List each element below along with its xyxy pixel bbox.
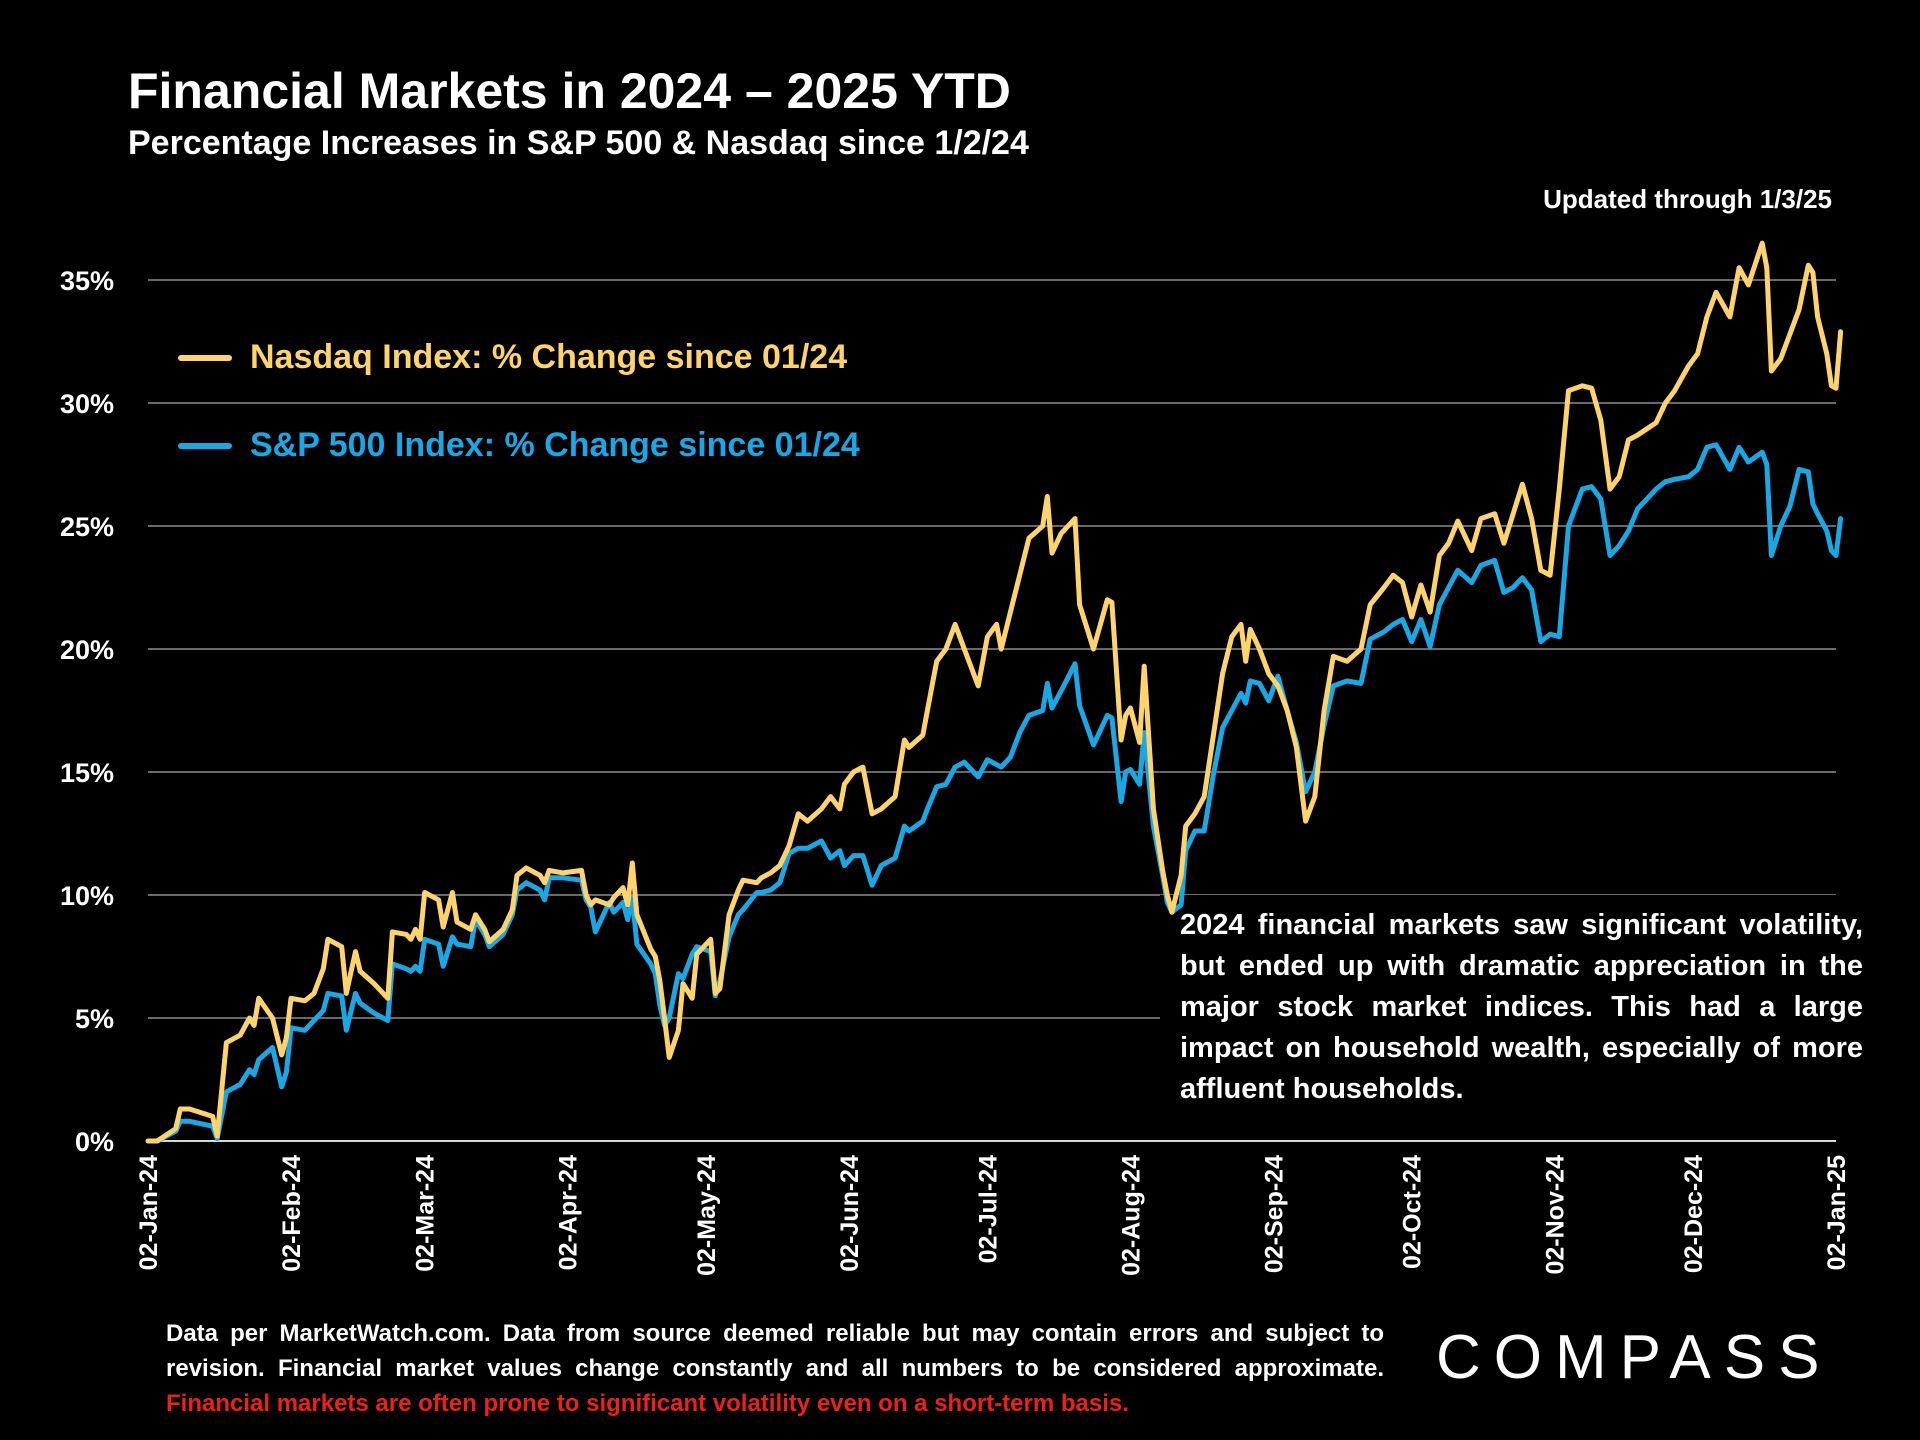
legend-swatch-nasdaq (178, 354, 232, 361)
x-tick-label: 02-Jan-24 (135, 1155, 163, 1270)
legend-item-sp500: S&P 500 Index: % Change since 01/24 (178, 426, 860, 465)
footnote-warning: Financial markets are often prone to sig… (166, 1390, 1129, 1417)
y-tick-label: 5% (75, 1004, 114, 1034)
chart-title: Financial Markets in 2024 – 2025 YTD (128, 63, 1011, 119)
x-tick-label: 02-Oct-24 (1399, 1155, 1427, 1269)
legend-item-nasdaq: Nasdaq Index: % Change since 01/24 (178, 338, 847, 377)
y-tick-label: 25% (60, 512, 114, 542)
x-tick-label: 02-Sep-24 (1260, 1155, 1288, 1273)
y-tick-label: 15% (60, 758, 114, 788)
x-tick-label: 02-Dec-24 (1680, 1155, 1708, 1273)
series-line-nasdaq (145, 240, 1844, 1144)
y-tick-label: 10% (60, 881, 114, 911)
x-tick-label: 02-Aug-24 (1117, 1155, 1145, 1276)
x-tick-label: 02-Feb-24 (278, 1155, 306, 1272)
legend-swatch-sp500 (178, 442, 232, 449)
x-tick-label: 02-Nov-24 (1542, 1155, 1570, 1275)
legend-label-sp500: S&P 500 Index: % Change since 01/24 (250, 426, 860, 464)
x-axis-ticks: 02-Jan-24 02-Feb-24 02-Mar-24 02-Apr-24 02-M… (135, 1155, 1851, 1276)
footnote-text: Data per MarketWatch.com. Data from sour… (166, 1320, 1384, 1382)
legend-label-nasdaq: Nasdaq Index: % Change since 01/24 (250, 338, 848, 376)
x-tick-label: 02-Jun-24 (836, 1155, 864, 1272)
y-tick-label: 35% (60, 266, 114, 296)
series-lines (145, 240, 1844, 1144)
x-tick-label: 02-Jan-25 (1823, 1155, 1851, 1270)
compass-logo: COMPASS (1436, 1323, 1833, 1392)
y-tick-label: 0% (75, 1127, 114, 1157)
annotation-backdrop (1160, 895, 1900, 1105)
x-tick-label: 02-Jul-24 (974, 1155, 1002, 1263)
footnote: Data per MarketWatch.com. Data from sour… (166, 1316, 1384, 1421)
annotation-text: 2024 financial markets saw significant v… (1180, 909, 1863, 1105)
x-tick-label: 02-Mar-24 (412, 1155, 440, 1272)
series-line-sp500 (145, 442, 1844, 1144)
x-tick-label: 02-May-24 (693, 1155, 721, 1276)
chart-subtitle: Percentage Increases in S&P 500 & Nasdaq… (128, 124, 1029, 162)
y-axis-ticks: 0% 5% 10% 15% 20% 25% 30% 35% (60, 266, 114, 1157)
y-tick-label: 20% (60, 635, 114, 665)
y-tick-label: 30% (60, 389, 114, 419)
x-tick-label: 02-Apr-24 (555, 1155, 583, 1270)
updated-note: Updated through 1/3/25 (1543, 184, 1832, 214)
